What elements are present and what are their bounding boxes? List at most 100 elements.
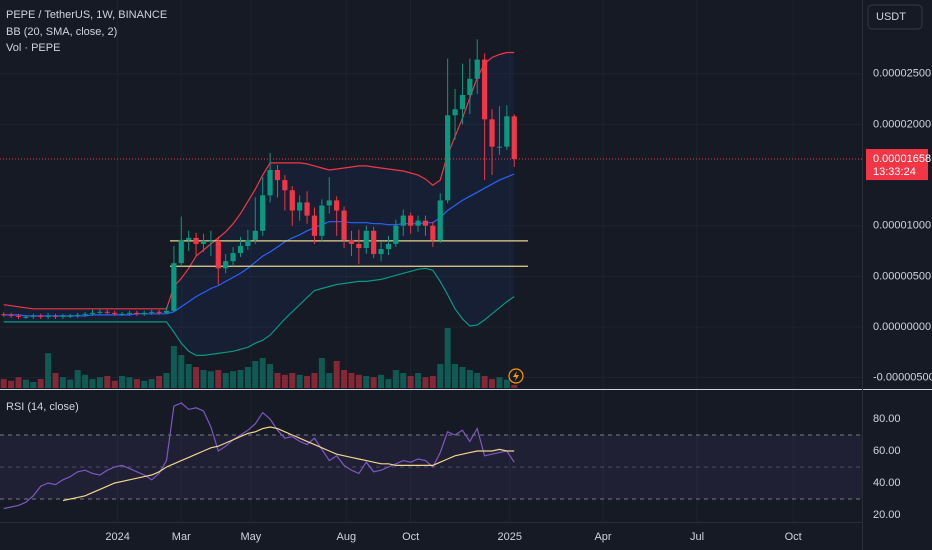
rsi-line — [3, 402, 515, 510]
volume-bar — [489, 379, 496, 388]
y-tick-label: -0.00000500 — [873, 372, 932, 384]
y-tick-label: 0.00002000 — [873, 118, 931, 130]
volume-bar — [89, 379, 96, 388]
candle-body — [430, 225, 436, 240]
volume-bar — [59, 377, 66, 388]
volume-bar — [45, 353, 52, 388]
candle-body — [267, 169, 273, 196]
x-tick-label: Jul — [690, 531, 704, 543]
candle-body — [223, 261, 229, 269]
rsi-tick-label: 60.00 — [873, 445, 901, 457]
x-tick-label: Oct — [785, 531, 802, 543]
candle-body — [304, 202, 310, 216]
volume-bar — [496, 377, 503, 388]
candle-body — [326, 200, 332, 206]
volume-bar — [0, 379, 7, 388]
volume-bar — [407, 376, 414, 388]
volume-bar — [207, 371, 214, 388]
plot — [0, 39, 862, 510]
currency-button[interactable] — [867, 4, 923, 30]
candle-body — [82, 313, 88, 315]
candle-body — [334, 200, 340, 211]
volume-bar — [170, 346, 177, 388]
candle-body — [422, 220, 429, 226]
volume-bar — [444, 328, 451, 388]
candle-body — [193, 237, 199, 244]
volume-bar — [133, 379, 140, 388]
currency-label[interactable]: USDT — [876, 11, 906, 23]
y-tick-label: 0.00000000 — [873, 321, 931, 333]
candle-body — [385, 243, 392, 250]
candle-body — [260, 195, 266, 231]
volume-bar — [141, 380, 148, 388]
volume-bar — [111, 380, 118, 388]
volume-bar — [289, 373, 296, 388]
candle-body — [200, 240, 207, 244]
bb-upper — [3, 51, 515, 310]
candle-body — [178, 239, 184, 264]
candle-body — [119, 313, 125, 315]
events-icon-bolt — [513, 371, 519, 381]
rsi-tick-label: 80.00 — [873, 413, 901, 425]
volume-bar — [503, 379, 510, 388]
volume-bar — [341, 370, 348, 388]
rsi-tick-label: 40.00 — [873, 477, 901, 489]
candle-body — [297, 202, 303, 211]
rsi-tick-label: 20.00 — [873, 509, 901, 521]
candle-body — [504, 116, 510, 147]
volume-bar — [326, 373, 333, 388]
volume-bar — [422, 377, 429, 388]
x-tick-label: Apr — [594, 531, 611, 543]
candle-body — [400, 215, 406, 226]
candle-body — [15, 315, 22, 317]
candle-body — [348, 239, 355, 244]
volume-bar — [466, 370, 473, 388]
volume-bar — [15, 377, 22, 388]
candle-body — [356, 243, 362, 248]
volume-bar — [385, 379, 392, 388]
bb-basis — [3, 173, 515, 317]
volume-bar — [193, 367, 200, 388]
candle-body — [30, 315, 36, 317]
candle-body — [496, 146, 503, 148]
volume-bar — [452, 364, 459, 388]
candle-body — [274, 169, 281, 181]
x-tick-label: Mar — [172, 531, 191, 543]
volume-bar — [37, 379, 44, 388]
volume-bar — [96, 377, 103, 388]
volume-bar — [244, 367, 251, 388]
candle-body — [215, 240, 221, 269]
volume-bar — [296, 374, 303, 388]
rsi-band-fill — [0, 434, 862, 499]
volume-bar — [429, 376, 436, 388]
axes: 0.00002500 0.00002000 0.00001000 0.00000500… — [105, 68, 932, 543]
candle-body — [104, 311, 110, 313]
candle-body — [126, 312, 133, 314]
candle-body — [45, 315, 51, 317]
candle-body — [52, 315, 59, 317]
candle-body — [8, 314, 14, 316]
volume-bar — [52, 373, 59, 388]
x-tick-label: 2024 — [105, 531, 129, 543]
candle-body — [452, 109, 458, 116]
candle-body — [237, 245, 244, 254]
volume-legend: Vol · PEPE — [6, 42, 60, 54]
volume-bar — [333, 361, 340, 388]
volume-bar — [104, 376, 111, 388]
candle-body — [38, 315, 44, 317]
events-icon[interactable] — [508, 368, 524, 384]
volume-bar — [370, 377, 377, 388]
volume-bar — [415, 373, 422, 388]
last-price-label: 0.00001658 — [873, 153, 931, 165]
candle-body — [141, 312, 147, 314]
volume-bar — [511, 385, 518, 388]
volume-bar — [274, 373, 281, 388]
volume-bar — [281, 374, 288, 388]
x-tick-label: Aug — [336, 531, 356, 543]
rsi-ma-line — [62, 426, 515, 502]
symbol-title: PEPE / TetherUS, 1W, BINANCE — [6, 9, 167, 21]
candle-body — [60, 315, 66, 317]
volume-bar — [156, 376, 163, 388]
volume-bar — [178, 355, 185, 388]
last-price-box — [866, 149, 928, 181]
